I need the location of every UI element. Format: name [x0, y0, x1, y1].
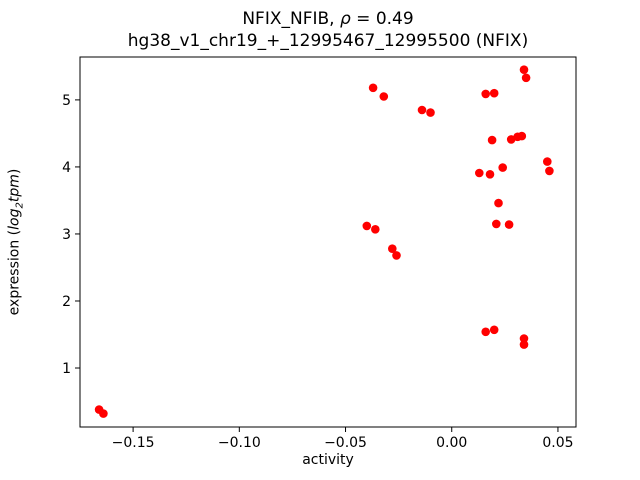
scatter-point — [517, 131, 527, 141]
scatter-point — [371, 225, 380, 234]
x-tick-label: −0.15 — [112, 435, 155, 451]
y-tick-label: 1 — [62, 361, 71, 377]
x-tick-label: −0.05 — [324, 435, 367, 451]
scatter-point — [475, 168, 484, 178]
scatter-point — [494, 198, 503, 208]
scatter-point — [489, 325, 499, 335]
scatter-point — [519, 65, 529, 74]
ylabel-log: log — [6, 208, 23, 230]
x-tick-label: −0.10 — [218, 435, 261, 451]
scatter-point — [543, 157, 552, 166]
scatter-point — [485, 170, 495, 179]
scatter-point — [388, 244, 397, 253]
scatter-point — [426, 108, 435, 117]
scatter-point — [99, 409, 108, 418]
scatter-point — [368, 83, 378, 93]
y-tick-label: 5 — [62, 93, 71, 109]
title-rho-symbol: ρ — [339, 9, 351, 29]
scatter-point — [498, 163, 508, 172]
scatter-point — [521, 73, 531, 83]
chart-title-line1: NFIX_NFIB, ρ = 0.49 — [80, 8, 576, 30]
title-prefix: NFIX_NFIB, — [242, 9, 340, 29]
ylabel-sub2: 2 — [14, 202, 26, 209]
scatter-point — [519, 334, 529, 343]
chart-title: NFIX_NFIB, ρ = 0.49 hg38_v1_chr19_+_1299… — [80, 8, 576, 52]
scatter-points — [94, 65, 554, 418]
ylabel-tpm: tpm — [6, 174, 23, 203]
title-suffix: = 0.49 — [350, 9, 414, 29]
ylabel-prefix: expression ( — [6, 229, 23, 316]
scatter-point — [481, 327, 491, 337]
scatter-point — [362, 221, 372, 231]
chart-subtitle: hg38_v1_chr19_+_12995467_12995500 (NFIX) — [127, 31, 529, 51]
scatter-point — [492, 219, 501, 229]
y-tick-label: 2 — [62, 294, 71, 310]
scatter-point — [545, 166, 554, 176]
scatter-point — [489, 88, 499, 98]
scatter-point — [379, 92, 389, 101]
plot-area-border — [79, 56, 577, 428]
x-tick-label: 0.05 — [542, 435, 573, 451]
y-tick-label: 3 — [62, 227, 71, 243]
y-tick-label: 4 — [62, 160, 71, 176]
scatter-point — [417, 105, 427, 115]
scatter-point — [519, 340, 529, 349]
y-axis-label: expression (log2tpm) — [7, 169, 26, 316]
scatter-point — [504, 220, 514, 229]
ylabel-suffix: ) — [6, 168, 23, 175]
axis-ticks: −0.15 −0.10 −0.05 0.00 0.05 1 2 3 4 5 — [62, 93, 573, 451]
scatter-point — [487, 135, 497, 145]
scatter-point — [481, 89, 491, 99]
x-tick-label: 0.00 — [436, 435, 467, 451]
x-axis-label: activity — [302, 452, 354, 468]
scatter-point — [392, 251, 401, 260]
